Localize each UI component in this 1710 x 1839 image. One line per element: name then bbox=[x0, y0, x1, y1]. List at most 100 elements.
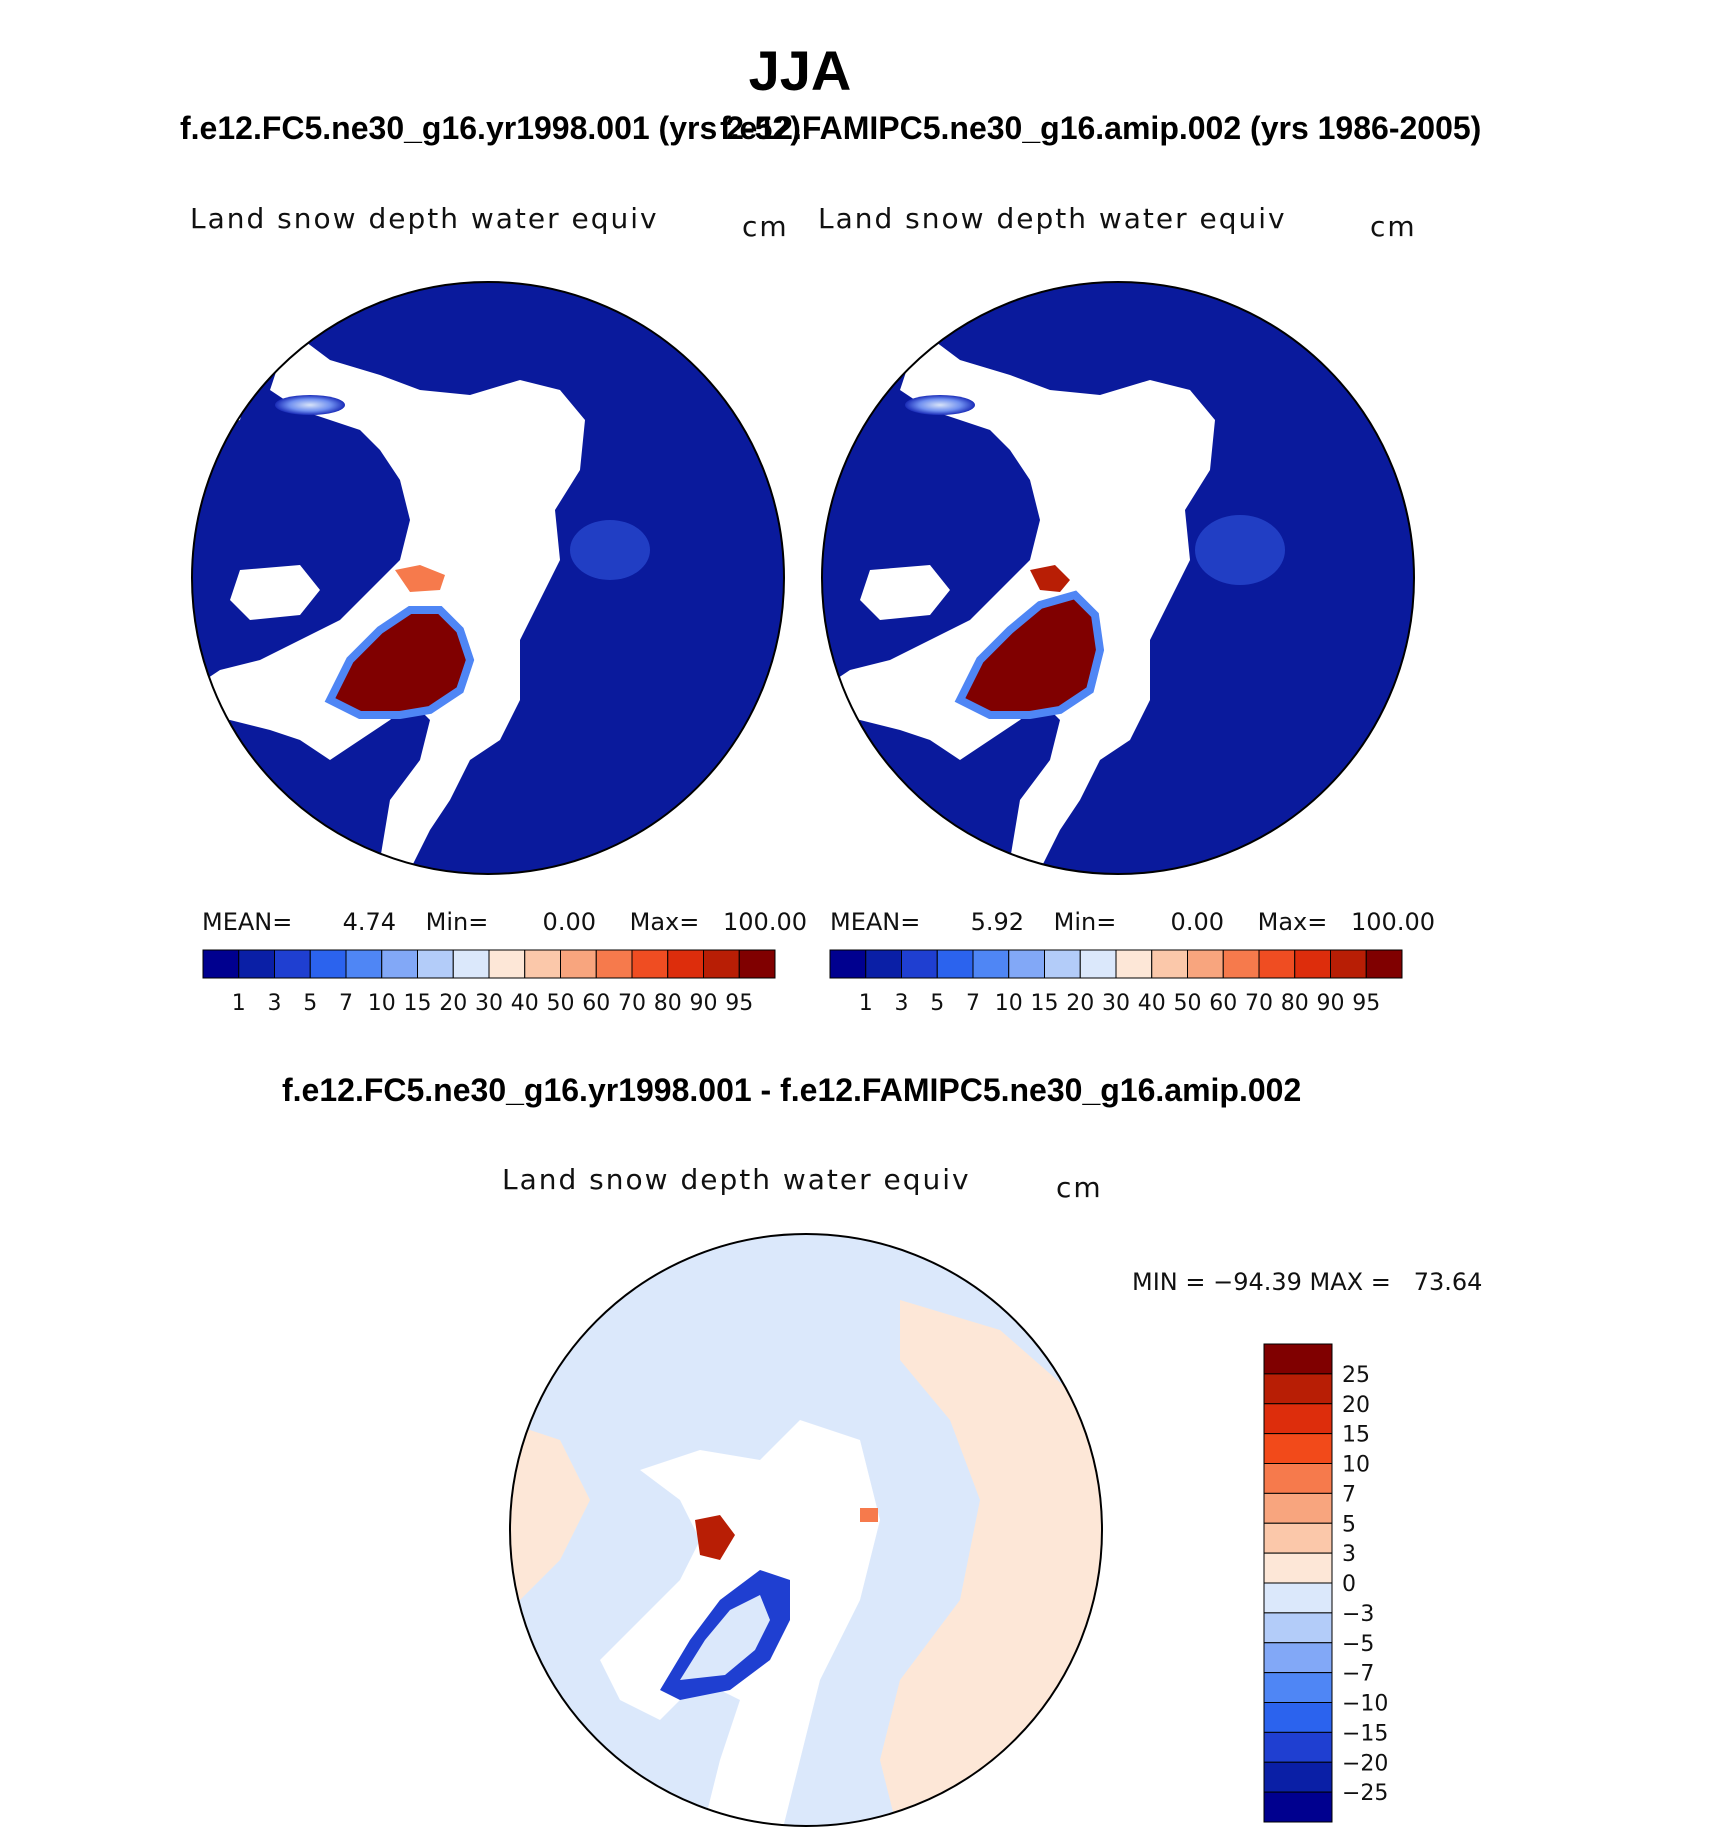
diff-colorbar-swatch bbox=[1263, 1522, 1333, 1554]
diff-header: f.e12.FC5.ne30_g16.yr1998.001 - f.e12.FA… bbox=[282, 1072, 1302, 1108]
case2-colorbar-tick-label: 10 bbox=[995, 991, 1023, 1016]
case1-stats: MEAN= 4.74 Min= 0.00 Max= 100.00 bbox=[202, 908, 807, 936]
case2-map-boundary bbox=[821, 281, 1415, 875]
case1-colorbar-tick-label: 15 bbox=[404, 991, 432, 1016]
diff-colorbar-swatch bbox=[1263, 1612, 1333, 1644]
case2-colorbar-swatch bbox=[865, 949, 902, 979]
case1-mean-label: MEAN= bbox=[202, 908, 293, 936]
case1-colorbar-swatch bbox=[345, 949, 383, 979]
case1-colorbar-tick-label: 40 bbox=[511, 991, 539, 1016]
case1-colorbar-swatch bbox=[631, 949, 669, 979]
diff-colorbar-tick-label: −25 bbox=[1342, 1781, 1388, 1806]
case1-colorbar: 1 3 5 7 10 15 20 30 40 50 60 70 80 90 95 bbox=[202, 949, 776, 1016]
diff-colorbar-swatch bbox=[1263, 1433, 1333, 1464]
case1-colorbar-tick-label: 10 bbox=[368, 991, 396, 1016]
case1-colorbar-tick-label: 30 bbox=[475, 991, 503, 1016]
case2-colorbar-swatch bbox=[936, 949, 974, 979]
case1-colorbar-tick-label: 50 bbox=[547, 991, 575, 1016]
case2-units-label: cm bbox=[1370, 210, 1417, 243]
case2-header: f.e12.FAMIPC5.ne30_g16.amip.002 (yrs 198… bbox=[720, 110, 1482, 146]
case1-min-value: 0.00 bbox=[542, 908, 596, 936]
case2-colorbar-swatch bbox=[901, 949, 938, 979]
case1-max-label: Max= bbox=[629, 908, 700, 936]
diff-colorbar-tick-label: 7 bbox=[1342, 1482, 1356, 1507]
case1-map bbox=[192, 282, 784, 874]
case1-colorbar-swatch bbox=[452, 949, 490, 979]
case2-colorbar-tick-label: 15 bbox=[1031, 991, 1059, 1016]
case1-units-label: cm bbox=[742, 210, 789, 243]
case1-colorbar-swatch bbox=[238, 949, 275, 979]
case2-colorbar-swatch bbox=[972, 949, 1010, 979]
case1-colorbar-tick-label: 5 bbox=[303, 991, 317, 1016]
case2-map bbox=[822, 282, 1414, 874]
case2-colorbar-swatch bbox=[1222, 949, 1260, 979]
case2-colorbar-tick-label: 5 bbox=[930, 991, 944, 1016]
case2-colorbar-swatch bbox=[1115, 949, 1153, 979]
case1-colorbar-tick-label: 70 bbox=[618, 991, 646, 1016]
case1-min-label: Min= bbox=[425, 908, 489, 936]
diff-colorbar-tick-label: 20 bbox=[1342, 1393, 1370, 1418]
case1-colorbar-swatch bbox=[381, 949, 418, 979]
case2-colorbar-tick-label: 95 bbox=[1352, 991, 1380, 1016]
case2-max-label: Max= bbox=[1257, 908, 1328, 936]
diff-colorbar-swatch bbox=[1263, 1761, 1333, 1793]
diff-colorbar-swatch bbox=[1263, 1702, 1333, 1733]
case1-max-value: 100.00 bbox=[723, 908, 807, 936]
case1-map-boundary bbox=[191, 281, 785, 875]
case2-colorbar-swatch bbox=[829, 949, 867, 979]
diff-colorbar-tick-label: 25 bbox=[1342, 1363, 1370, 1388]
case2-mean-value: 5.92 bbox=[970, 908, 1024, 936]
diff-colorbar-swatch bbox=[1263, 1373, 1333, 1405]
case1-colorbar-tick-label: 80 bbox=[654, 991, 682, 1016]
case2-colorbar-swatch bbox=[1079, 949, 1117, 979]
case2-colorbar-swatch bbox=[1187, 949, 1224, 979]
case2-colorbar: 1 3 5 7 10 15 20 30 40 50 60 70 80 90 95 bbox=[829, 949, 1403, 1016]
case1-colorbar-tick-label: 20 bbox=[439, 991, 467, 1016]
case2-colorbar-swatch bbox=[1365, 949, 1403, 979]
diff-colorbar-swatch bbox=[1263, 1672, 1333, 1703]
page-title: JJA bbox=[748, 39, 852, 102]
case2-min-label: Min= bbox=[1053, 908, 1117, 936]
case2-colorbar-tick-label: 3 bbox=[895, 991, 909, 1016]
diff-colorbar-tick-label: −7 bbox=[1342, 1662, 1374, 1687]
case1-header: f.e12.FC5.ne30_g16.yr1998.001 (yrs 2-52) bbox=[180, 110, 801, 146]
diff-colorbar-swatch bbox=[1263, 1731, 1333, 1763]
diff-colorbar-tick-label: −20 bbox=[1342, 1751, 1388, 1776]
case1-colorbar-swatch bbox=[595, 949, 633, 979]
diff-colorbar-swatch bbox=[1263, 1343, 1333, 1375]
case2-min-value: 0.00 bbox=[1170, 908, 1224, 936]
case2-variable-label: Land snow depth water equiv bbox=[818, 202, 1287, 235]
diff-map-boundary bbox=[509, 1233, 1103, 1827]
case1-colorbar-tick-label: 90 bbox=[690, 991, 718, 1016]
case1-colorbar-swatch bbox=[488, 949, 526, 979]
case2-colorbar-tick-label: 70 bbox=[1245, 991, 1273, 1016]
case2-colorbar-swatch bbox=[1258, 949, 1296, 979]
case1-colorbar-tick-label: 7 bbox=[339, 991, 353, 1016]
diff-map bbox=[510, 1234, 1102, 1826]
case1-colorbar-tick-label: 60 bbox=[582, 991, 610, 1016]
diff-colorbar-tick-label: 3 bbox=[1342, 1542, 1356, 1567]
diff-colorbar-tick-label: 5 bbox=[1342, 1512, 1356, 1537]
case1-colorbar-swatch bbox=[274, 949, 311, 979]
case1-mean-value: 4.74 bbox=[342, 908, 396, 936]
diff-colorbar-swatch bbox=[1263, 1492, 1333, 1524]
case1-colorbar-swatch bbox=[703, 949, 740, 979]
case1-colorbar-swatch bbox=[417, 949, 454, 979]
case1-colorbar-swatch bbox=[667, 949, 704, 979]
case2-colorbar-tick-label: 90 bbox=[1317, 991, 1345, 1016]
diff-colorbar-tick-label: −3 bbox=[1342, 1602, 1374, 1627]
case2-colorbar-tick-label: 30 bbox=[1102, 991, 1130, 1016]
diff-colorbar-swatch bbox=[1263, 1552, 1333, 1584]
case1-colorbar-tick-label: 95 bbox=[725, 991, 753, 1016]
diff-colorbar-tick-label: 15 bbox=[1342, 1423, 1370, 1448]
diff-minmax: MIN = −94.39 MAX = 73.64 bbox=[1132, 1268, 1483, 1296]
diff-units-label: cm bbox=[1056, 1171, 1103, 1204]
case2-colorbar-tick-label: 1 bbox=[859, 991, 873, 1016]
case2-mean-label: MEAN= bbox=[830, 908, 921, 936]
case2-colorbar-tick-label: 60 bbox=[1209, 991, 1237, 1016]
diff-variable-label: Land snow depth water equiv bbox=[502, 1163, 971, 1196]
case1-colorbar-swatch bbox=[524, 949, 561, 979]
case2-colorbar-tick-label: 20 bbox=[1066, 991, 1094, 1016]
diff-colorbar-swatch bbox=[1263, 1791, 1333, 1823]
